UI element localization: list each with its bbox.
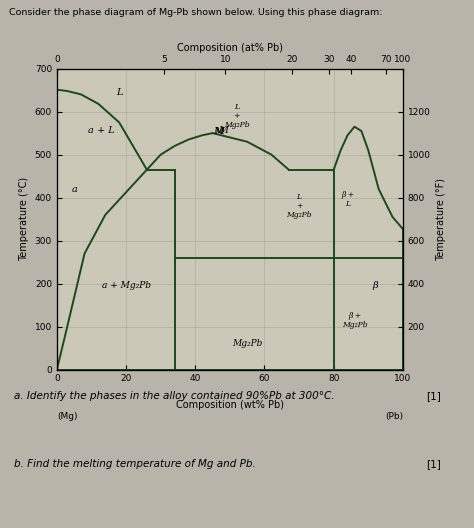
Text: L
+
Mg₂Pb: L + Mg₂Pb <box>286 193 312 220</box>
Text: M: M <box>218 127 228 136</box>
Text: (Mg): (Mg) <box>57 412 77 421</box>
Text: L
+
Mg₂Pb: L + Mg₂Pb <box>224 103 250 129</box>
Text: M: M <box>215 127 225 136</box>
Text: Mg₂Pb: Mg₂Pb <box>232 340 263 348</box>
Text: b. Find the melting temperature of Mg and Pb.: b. Find the melting temperature of Mg an… <box>14 459 256 469</box>
Text: a + L: a + L <box>89 127 115 136</box>
Text: M: M <box>213 127 223 136</box>
Text: a: a <box>71 184 77 194</box>
X-axis label: Composition (wt% Pb): Composition (wt% Pb) <box>176 400 284 410</box>
Text: β +
L: β + L <box>341 191 354 209</box>
Text: β +
Mg₂Pb: β + Mg₂Pb <box>342 312 367 329</box>
Text: Consider the phase diagram of Mg-Pb shown below. Using this phase diagram:: Consider the phase diagram of Mg-Pb show… <box>9 8 383 17</box>
Text: [1]: [1] <box>426 391 441 401</box>
Text: β: β <box>373 281 378 290</box>
Text: [1]: [1] <box>426 459 441 469</box>
Y-axis label: Temperature (°C): Temperature (°C) <box>19 177 29 261</box>
Text: (Pb): (Pb) <box>385 412 403 421</box>
Text: a + Mg₂Pb: a + Mg₂Pb <box>101 281 151 290</box>
Y-axis label: Temperature (°F): Temperature (°F) <box>436 177 447 261</box>
Text: a. Identify the phases in the alloy contained 90%Pb at 300°C.: a. Identify the phases in the alloy cont… <box>14 391 335 401</box>
X-axis label: Composition (at% Pb): Composition (at% Pb) <box>177 43 283 53</box>
Text: L: L <box>116 88 122 97</box>
